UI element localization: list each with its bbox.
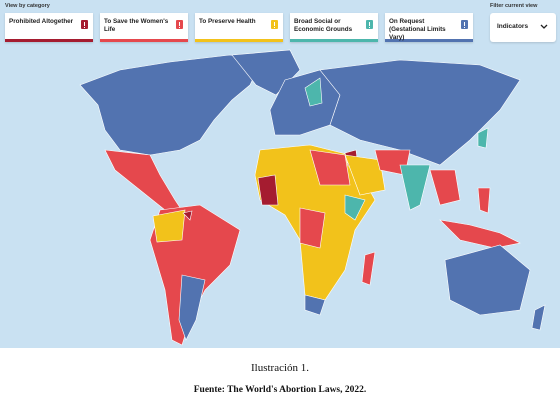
country-region[interactable]	[477, 187, 491, 214]
country-region[interactable]	[444, 244, 531, 316]
category-card[interactable]: On Request (Gestational Limits Vary)	[385, 13, 473, 42]
country-region[interactable]	[477, 127, 489, 149]
filter-dropdown[interactable]: Indicators	[490, 13, 556, 42]
category-label: To Preserve Health	[199, 18, 256, 25]
filter-label: Filter current view	[490, 3, 538, 9]
category-label: Prohibited Altogether	[9, 18, 74, 25]
country-region[interactable]	[152, 209, 186, 243]
category-badge	[366, 20, 373, 29]
country-region[interactable]	[319, 59, 521, 166]
country-region[interactable]	[178, 274, 206, 341]
badge-dot	[369, 26, 370, 28]
category-badge	[461, 20, 468, 29]
country-region[interactable]	[79, 54, 263, 156]
category-badge	[176, 20, 183, 29]
country-region[interactable]	[429, 169, 461, 206]
country-region[interactable]	[309, 149, 351, 186]
caption-source: Fuente: The World's Abortion Laws, 2022.	[193, 385, 367, 395]
panel-label: View by category	[5, 3, 50, 9]
category-badge	[81, 20, 88, 29]
badge-bar	[84, 21, 85, 26]
country-region[interactable]	[344, 154, 386, 196]
badge-bar	[369, 21, 370, 26]
category-label: To Save the Women's Life	[104, 18, 169, 33]
badge-bar	[464, 21, 465, 26]
country-region[interactable]	[399, 164, 431, 211]
category-badge	[271, 20, 278, 29]
category-label: Broad Social or Economic Grounds	[294, 18, 353, 33]
chevron	[540, 24, 548, 29]
country-region[interactable]	[304, 294, 326, 316]
badge-bar	[274, 21, 275, 26]
country-region[interactable]	[104, 149, 186, 216]
country-region[interactable]	[439, 219, 521, 249]
country-region[interactable]	[531, 304, 546, 331]
badge-dot	[179, 26, 180, 28]
category-card[interactable]: To Preserve Health	[195, 13, 283, 42]
country-region[interactable]	[344, 194, 366, 221]
country-region[interactable]	[299, 207, 326, 249]
badge-dot	[274, 26, 275, 28]
badge-bar	[179, 21, 180, 26]
badge-dot	[84, 26, 85, 28]
country-region[interactable]	[304, 77, 323, 107]
category-card[interactable]: To Save the Women's Life	[100, 13, 188, 42]
category-card[interactable]: Prohibited Altogether	[5, 13, 93, 42]
country-region[interactable]	[361, 251, 376, 286]
world-map	[79, 49, 546, 346]
country-region[interactable]	[257, 174, 279, 206]
caption-title: Ilustración 1.	[250, 362, 310, 374]
category-card[interactable]: Broad Social or Economic Grounds	[290, 13, 378, 42]
filter-value: Indicators	[497, 23, 529, 30]
category-label: On Request (Gestational Limits Vary)	[389, 18, 446, 41]
badge-dot	[464, 26, 465, 28]
country-region[interactable]	[182, 210, 193, 221]
